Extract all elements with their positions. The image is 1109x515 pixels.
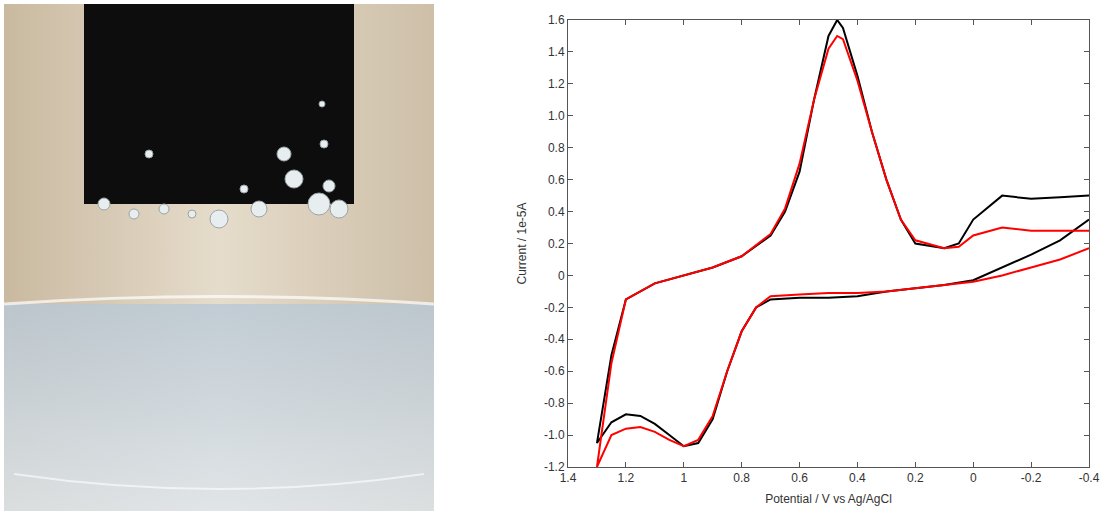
svg-text:0.4: 0.4 <box>849 471 866 485</box>
svg-text:1.0: 1.0 <box>548 109 565 123</box>
svg-text:1.2: 1.2 <box>618 471 635 485</box>
svg-text:-0.4: -0.4 <box>1079 471 1100 485</box>
svg-text:0.6: 0.6 <box>548 173 565 187</box>
svg-text:0.8: 0.8 <box>733 471 750 485</box>
svg-text:0: 0 <box>558 269 565 283</box>
svg-text:-0.2: -0.2 <box>544 301 565 315</box>
svg-text:0.4: 0.4 <box>548 205 565 219</box>
svg-text:1: 1 <box>680 471 687 485</box>
svg-text:1.4: 1.4 <box>560 471 577 485</box>
svg-text:Potential / V vs Ag/AgCl: Potential / V vs Ag/AgCl <box>765 492 892 506</box>
svg-text:-0.6: -0.6 <box>544 364 565 378</box>
svg-text:0.6: 0.6 <box>791 471 808 485</box>
svg-text:1.4: 1.4 <box>548 45 565 59</box>
svg-text:0.8: 0.8 <box>548 141 565 155</box>
svg-text:-0.4: -0.4 <box>544 332 565 346</box>
svg-text:0.2: 0.2 <box>907 471 924 485</box>
svg-text:-1.2: -1.2 <box>544 460 565 474</box>
svg-text:0: 0 <box>970 471 977 485</box>
svg-text:Current / 1e-5A: Current / 1e-5A <box>515 202 529 284</box>
svg-text:-1.0: -1.0 <box>544 428 565 442</box>
svg-text:-0.8: -0.8 <box>544 396 565 410</box>
svg-text:1.6: 1.6 <box>548 13 565 27</box>
svg-text:0.2: 0.2 <box>548 237 565 251</box>
svg-text:1.2: 1.2 <box>548 77 565 91</box>
svg-text:-0.2: -0.2 <box>1021 471 1042 485</box>
